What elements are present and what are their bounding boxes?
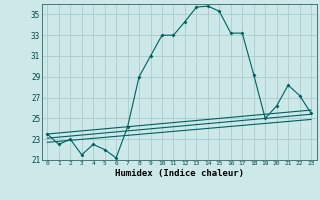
X-axis label: Humidex (Indice chaleur): Humidex (Indice chaleur) bbox=[115, 169, 244, 178]
